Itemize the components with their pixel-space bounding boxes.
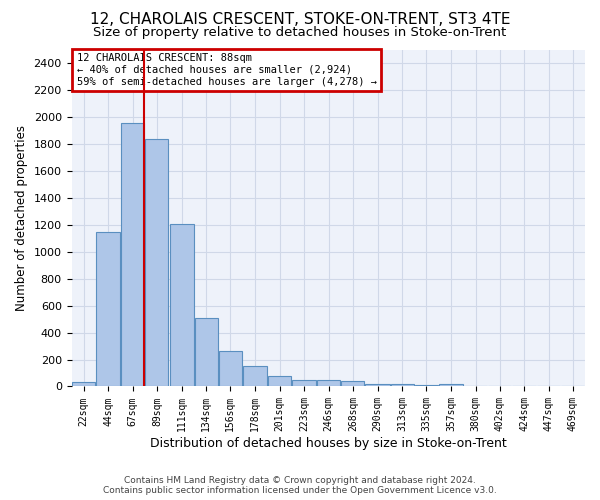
Bar <box>219 351 242 386</box>
Bar <box>439 384 463 386</box>
Bar <box>194 318 218 386</box>
Bar <box>145 139 169 386</box>
Text: 12, CHAROLAIS CRESCENT, STOKE-ON-TRENT, ST3 4TE: 12, CHAROLAIS CRESCENT, STOKE-ON-TRENT, … <box>90 12 510 28</box>
Bar <box>121 122 145 386</box>
Bar <box>96 232 120 386</box>
Bar <box>243 366 267 386</box>
Bar <box>170 224 194 386</box>
Text: Size of property relative to detached houses in Stoke-on-Trent: Size of property relative to detached ho… <box>94 26 506 39</box>
Bar <box>391 384 413 386</box>
Bar <box>72 382 95 386</box>
Text: Contains HM Land Registry data © Crown copyright and database right 2024.
Contai: Contains HM Land Registry data © Crown c… <box>103 476 497 495</box>
Bar <box>317 380 340 386</box>
Bar <box>365 384 389 386</box>
Text: 12 CHAROLAIS CRESCENT: 88sqm
← 40% of detached houses are smaller (2,924)
59% of: 12 CHAROLAIS CRESCENT: 88sqm ← 40% of de… <box>77 54 377 86</box>
X-axis label: Distribution of detached houses by size in Stoke-on-Trent: Distribution of detached houses by size … <box>150 437 506 450</box>
Bar <box>415 385 438 386</box>
Bar <box>268 376 291 386</box>
Bar <box>292 380 316 386</box>
Y-axis label: Number of detached properties: Number of detached properties <box>15 125 28 311</box>
Bar <box>341 381 364 386</box>
